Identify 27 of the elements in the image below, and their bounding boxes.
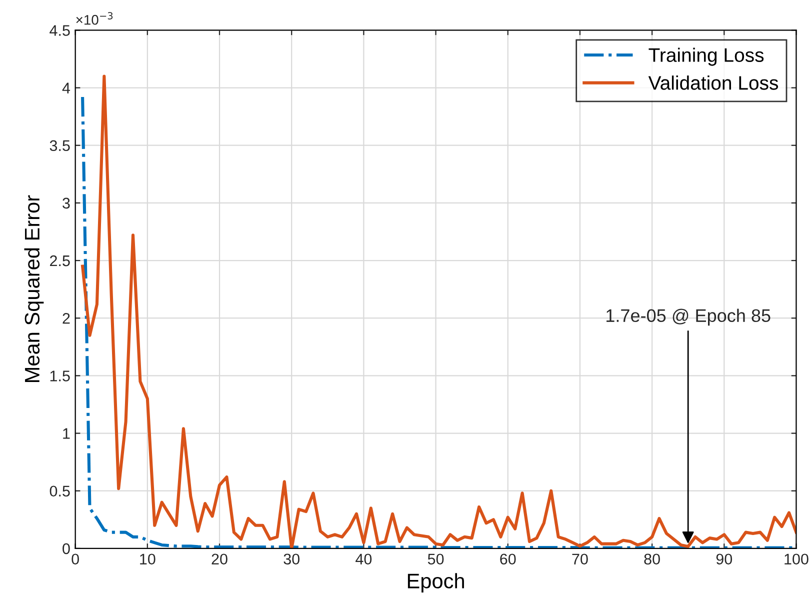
x-tick-label: 50 bbox=[428, 554, 444, 565]
x-tick-label: 0 bbox=[72, 554, 79, 565]
x-tick-label: 20 bbox=[212, 554, 228, 565]
x-tick-label: 60 bbox=[500, 554, 516, 565]
x-tick-label: 80 bbox=[644, 554, 660, 565]
x-tick-label: 40 bbox=[356, 554, 372, 565]
y-tick-label: 4.5 bbox=[50, 25, 70, 36]
annotation: 1.7e-05 @ Epoch 85 bbox=[606, 308, 770, 326]
x-tick-label: 10 bbox=[140, 554, 156, 565]
text: ×10$^{−3}$ bbox=[76, 12, 113, 25]
legend-label: Validation Loss bbox=[648, 76, 778, 90]
y-tick-label: 0 bbox=[62, 543, 70, 554]
x-tick-label: 100 bbox=[784, 554, 808, 565]
y-tick-label: 0.5 bbox=[50, 486, 70, 497]
y-tick-label: 2.5 bbox=[50, 255, 70, 266]
y-tick-label: 3.5 bbox=[50, 140, 70, 152]
x-axis-title: Epoch bbox=[408, 573, 464, 593]
y-axis-title: Mean Squared Error bbox=[24, 195, 44, 382]
y-tick-label: 3 bbox=[62, 198, 70, 209]
x-tick-label: 90 bbox=[716, 554, 732, 565]
y-tick-label: 1 bbox=[63, 428, 70, 439]
x-tick-label: 70 bbox=[572, 554, 588, 565]
y-tick-label: 4 bbox=[62, 82, 70, 94]
x-tick-label: 30 bbox=[284, 554, 300, 565]
y-tick-label: 2 bbox=[62, 312, 70, 324]
legend-label: Training Loss bbox=[648, 48, 764, 66]
y-tick-label: 1.5 bbox=[50, 370, 70, 382]
